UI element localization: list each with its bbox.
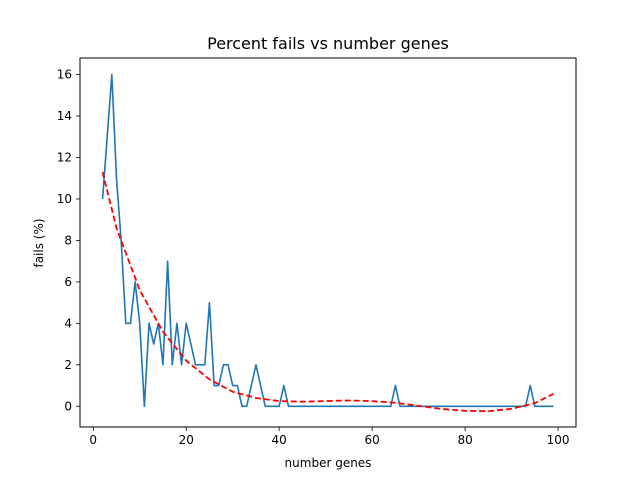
x-tick-label: 20: [179, 433, 194, 447]
x-axis-ticks: 0 20 40 60 80 100: [89, 427, 570, 447]
x-tick-label: 60: [365, 433, 380, 447]
y-axis-label: fails (%): [32, 218, 46, 267]
y-axis-ticks: 0 2 4 6 8 10 12 14 16: [57, 68, 80, 413]
y-tick-label: 4: [64, 316, 72, 330]
series-layer: [101, 73, 554, 413]
y-tick-label: 12: [57, 151, 72, 165]
x-axis-label: number genes: [285, 456, 372, 470]
x-tick-label: 0: [89, 433, 97, 447]
y-tick-label: 0: [64, 399, 72, 413]
y-tick-label: 2: [64, 358, 72, 372]
plot-frame: [79, 57, 577, 428]
y-tick-label: 10: [57, 192, 72, 206]
data-line: [101, 73, 554, 408]
x-tick-label: 100: [547, 433, 570, 447]
x-tick-label: 40: [272, 433, 287, 447]
y-tick-label: 6: [64, 275, 72, 289]
y-tick-label: 8: [64, 233, 72, 247]
y-tick-label: 16: [57, 68, 72, 82]
trend-line: [101, 171, 554, 413]
y-tick-label: 14: [57, 109, 72, 123]
x-tick-label: 80: [457, 433, 472, 447]
chart-title: Percent fails vs number genes: [207, 34, 449, 53]
